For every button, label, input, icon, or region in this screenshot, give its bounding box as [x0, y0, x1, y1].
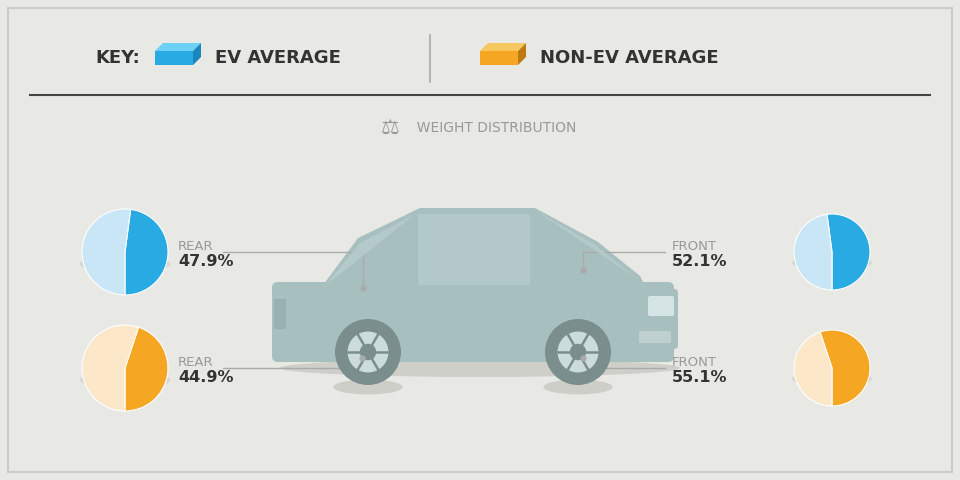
Wedge shape [827, 214, 870, 290]
Polygon shape [418, 214, 530, 285]
Circle shape [348, 332, 389, 372]
Text: NON-EV AVERAGE: NON-EV AVERAGE [540, 49, 719, 67]
FancyBboxPatch shape [634, 289, 678, 349]
FancyBboxPatch shape [648, 296, 674, 316]
Wedge shape [820, 330, 870, 406]
Text: 44.9%: 44.9% [178, 370, 233, 384]
Text: WEIGHT DISTRIBUTION: WEIGHT DISTRIBUTION [408, 121, 576, 135]
Wedge shape [82, 209, 131, 295]
Ellipse shape [543, 380, 612, 395]
Polygon shape [518, 43, 526, 65]
Polygon shape [480, 43, 526, 51]
Circle shape [569, 344, 587, 360]
Wedge shape [125, 327, 168, 411]
Ellipse shape [80, 255, 170, 273]
Polygon shape [480, 51, 518, 65]
Wedge shape [794, 332, 832, 406]
Wedge shape [125, 209, 168, 295]
Text: FRONT: FRONT [672, 240, 717, 253]
Text: 52.1%: 52.1% [672, 254, 728, 269]
Text: REAR: REAR [178, 240, 214, 253]
Polygon shape [535, 210, 636, 278]
Circle shape [545, 319, 611, 385]
Circle shape [558, 332, 598, 372]
Wedge shape [82, 325, 138, 411]
Ellipse shape [80, 371, 170, 389]
Polygon shape [325, 215, 414, 286]
Text: EV AVERAGE: EV AVERAGE [215, 49, 341, 67]
Polygon shape [318, 208, 648, 292]
Polygon shape [155, 51, 193, 65]
Polygon shape [155, 43, 201, 51]
Text: 47.9%: 47.9% [178, 254, 233, 269]
Text: 55.1%: 55.1% [672, 370, 728, 384]
FancyBboxPatch shape [639, 331, 671, 343]
Ellipse shape [333, 380, 402, 395]
FancyBboxPatch shape [274, 299, 286, 329]
Ellipse shape [792, 371, 872, 386]
Circle shape [360, 344, 376, 360]
Polygon shape [193, 43, 201, 65]
Text: ⚖: ⚖ [380, 118, 399, 138]
Text: REAR: REAR [178, 356, 214, 369]
FancyBboxPatch shape [272, 282, 674, 362]
Ellipse shape [792, 255, 872, 271]
Circle shape [335, 319, 401, 385]
Text: FRONT: FRONT [672, 356, 717, 369]
Wedge shape [794, 215, 832, 290]
Text: KEY:: KEY: [96, 49, 140, 67]
Ellipse shape [280, 359, 680, 377]
